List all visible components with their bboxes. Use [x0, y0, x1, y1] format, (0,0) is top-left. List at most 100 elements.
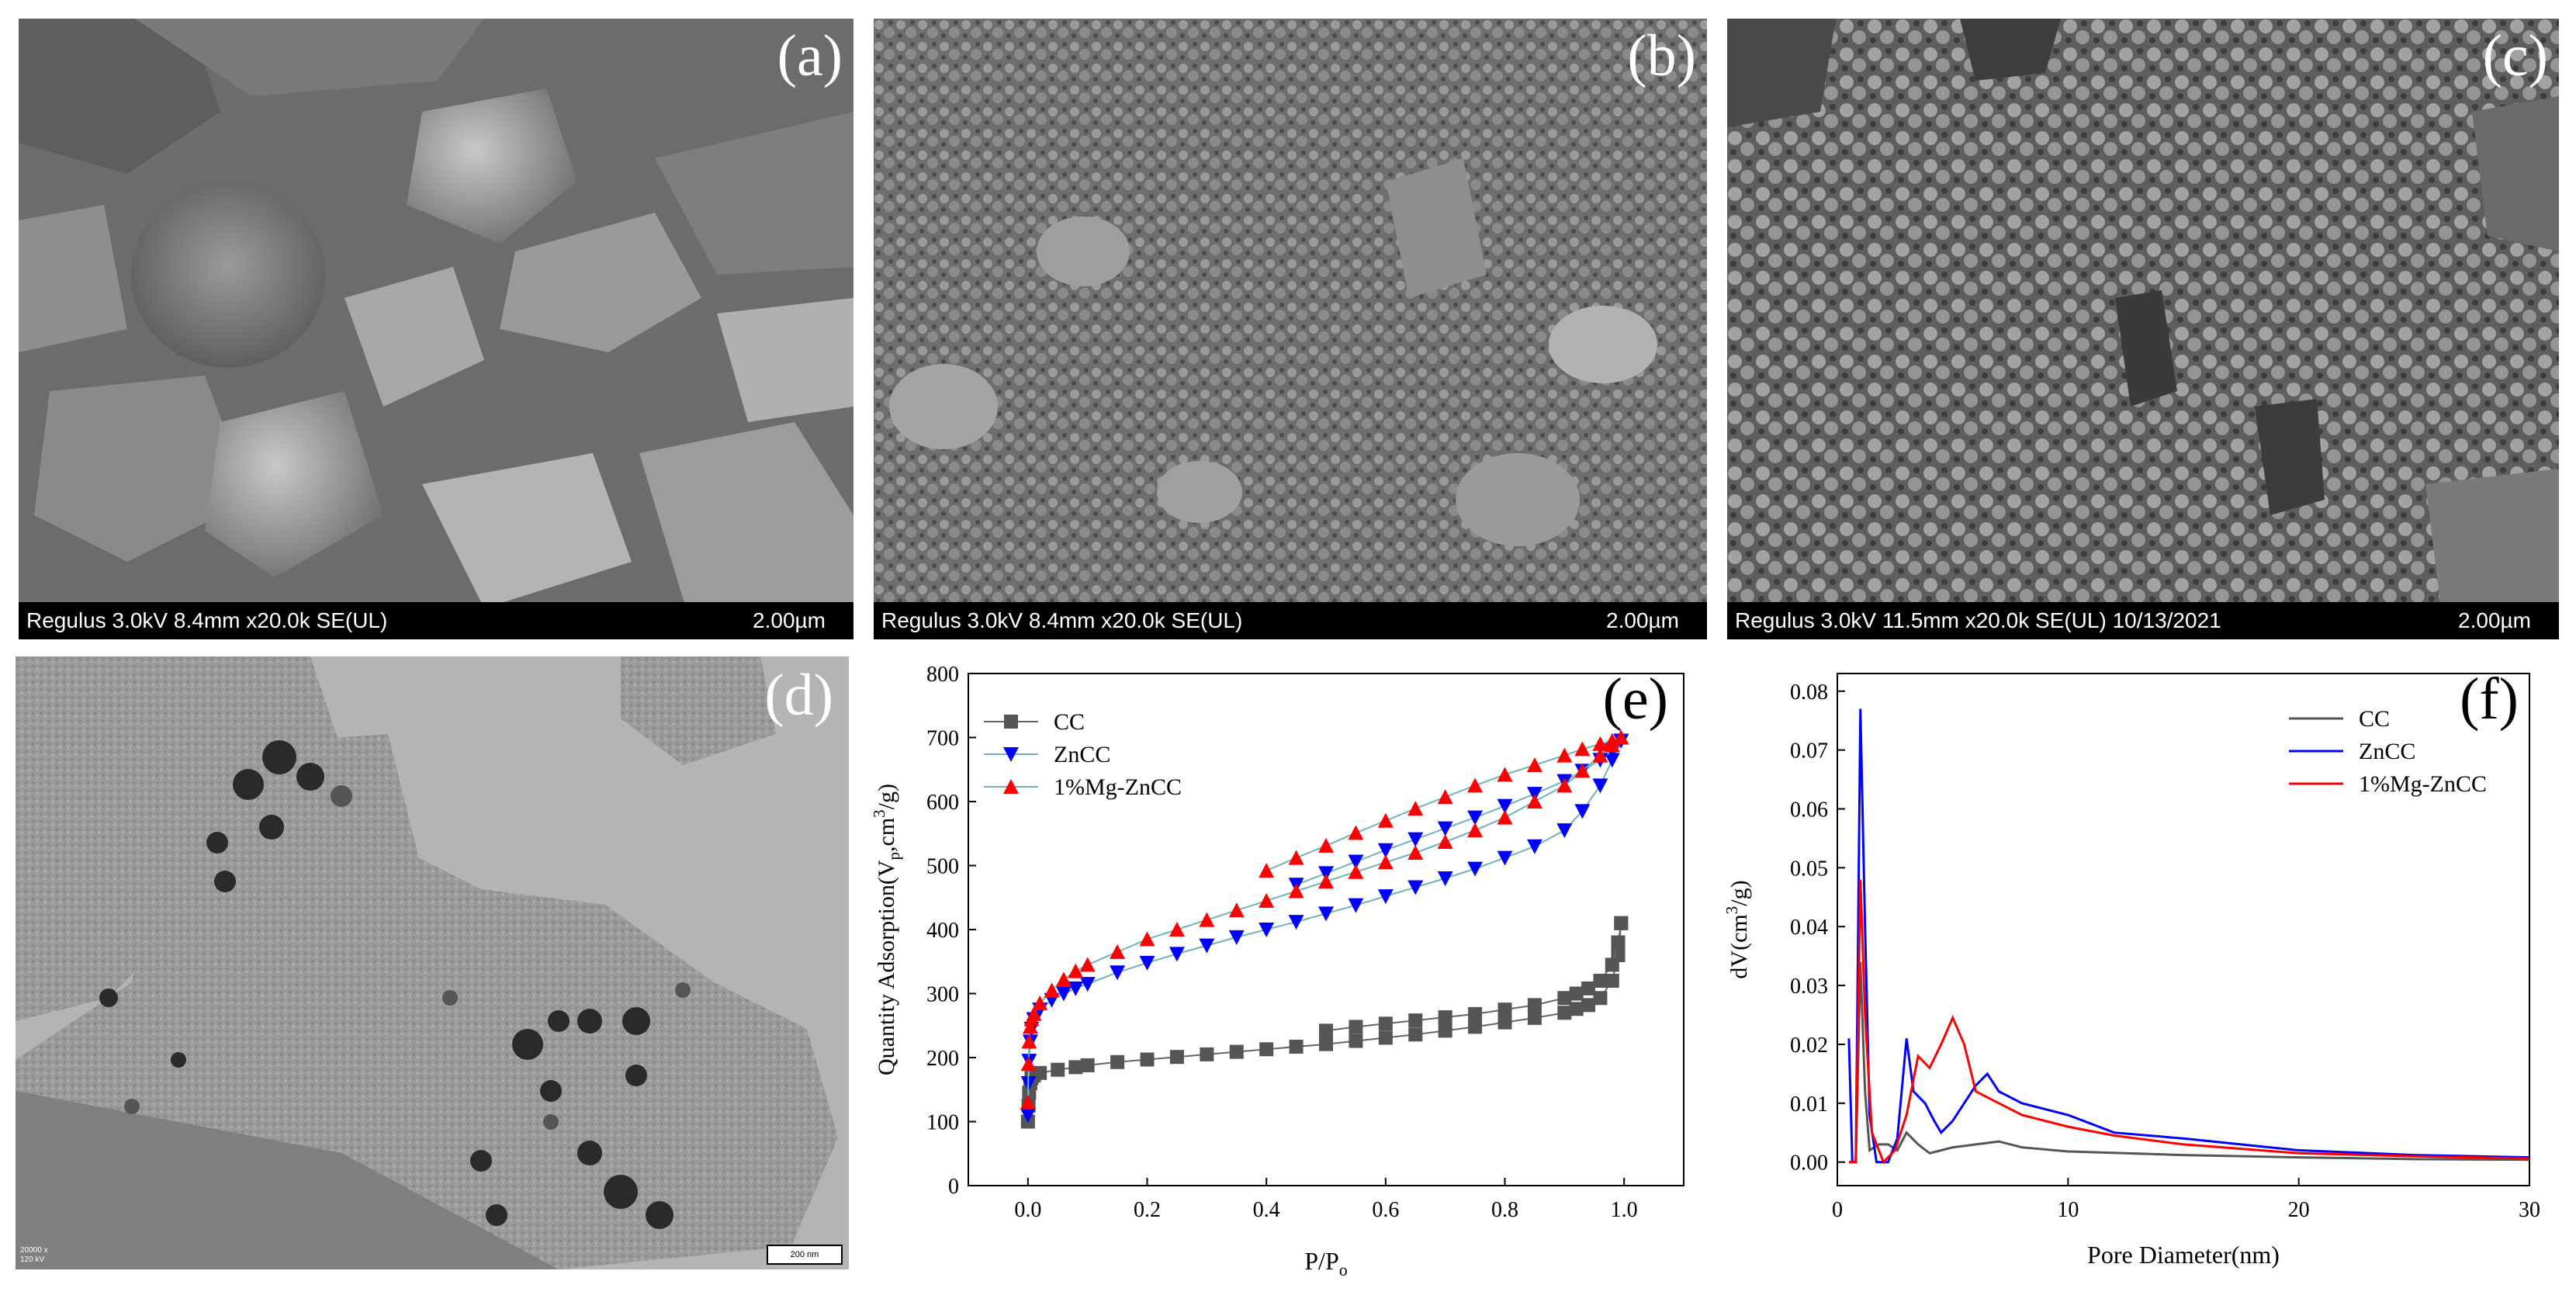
chart-f-ytick-label: 0.03: [1790, 975, 1828, 999]
chart-e-point-CC: [1557, 991, 1572, 1006]
chart-e-point-CC: [1289, 1039, 1304, 1054]
chart-e-point-CC: [1497, 1002, 1512, 1017]
chart-e-point-CC: [1408, 1027, 1423, 1042]
chart-e-point-ZnCC: [1055, 986, 1072, 1002]
chart-e-point-1%Mg-ZnCC: [1068, 963, 1084, 978]
chart-e-ytick-label: 500: [926, 855, 959, 879]
chart-e-xtick-label: 0.6: [1372, 1198, 1399, 1222]
chart-e-svg: 0 100 200 300 400 500 600 700 800 0.0 0.2 0.4 0.6 0.8…: [870, 663, 1684, 1279]
chart-e-ylabel-sub: p: [885, 852, 903, 860]
chart-e-point-ZnCC: [1407, 832, 1424, 847]
chart-e-point-ZnCC: [1377, 843, 1394, 858]
chart-e-point-CC: [1378, 1016, 1393, 1031]
chart-e-legend-marker-CC: [1004, 715, 1018, 729]
chart-e-point-CC: [1438, 1010, 1452, 1025]
chart-f-legend-label-ZnCC: ZnCC: [2359, 739, 2415, 764]
chart-e-point-1%Mg-ZnCC: [1079, 957, 1096, 972]
chart-e-point-CC: [1593, 991, 1608, 1006]
chart-e-legend-marker-1%Mg-ZnCC: [1003, 779, 1019, 794]
chart-e-ytick-label: 700: [926, 727, 959, 751]
chart-e-point-CC: [1527, 1010, 1542, 1025]
tem-scale-bar: 200 nm: [767, 1245, 843, 1265]
sem-texture-c: [1727, 19, 2559, 639]
chart-e-point-CC: [1200, 1047, 1214, 1061]
chart-e-point-1%Mg-ZnCC: [1497, 767, 1513, 782]
chart-e-point-ZnCC: [1467, 810, 1484, 826]
chart-e-point-1%Mg-ZnCC: [1228, 902, 1245, 918]
chart-e-point-ZnCC: [1199, 938, 1215, 954]
chart-e-point-CC: [1611, 935, 1626, 950]
chart-e-point-ZnCC: [1318, 906, 1334, 922]
sem-texture-b: [874, 19, 1707, 639]
sem-image-b: (b) Regulus 3.0kV 8.4mm x20.0k SE(UL) 2.…: [874, 19, 1707, 639]
chart-e-point-1%Mg-ZnCC: [1199, 912, 1215, 927]
chart-e-point-1%Mg-ZnCC: [1032, 995, 1048, 1010]
sem-scale-label-a: 2.00µm: [753, 608, 826, 632]
chart-e-xtick-label: 0.2: [1134, 1198, 1161, 1222]
panel-label-d: (d): [764, 663, 833, 728]
chart-f-pore-distribution: 0.00 0.01 0.02 0.03 0.04 0.05 0.06 0.07 0.08 0 10 2…: [1711, 652, 2576, 1298]
chart-e-legend-label-CC: CC: [1054, 709, 1085, 735]
chart-f-ytick-label: 0.02: [1790, 1034, 1828, 1058]
chart-e-point-1%Mg-ZnCC: [1437, 789, 1453, 805]
chart-e-point-1%Mg-ZnCC: [1497, 809, 1513, 825]
chart-e-series-line-ZnCC-desorption: [1296, 739, 1622, 886]
chart-e-legend-label-1%Mg-ZnCC: 1%Mg-ZnCC: [1054, 774, 1182, 800]
chart-e-point-ZnCC: [1497, 850, 1513, 866]
chart-e-point-CC: [1349, 1020, 1363, 1034]
chart-e-ylabel-rest: ,cm: [874, 818, 899, 852]
chart-e-point-1%Mg-ZnCC: [1556, 777, 1573, 793]
chart-f-series-line-CC: [1848, 961, 2530, 1164]
chart-e-point-1%Mg-ZnCC: [1526, 794, 1542, 809]
chart-e-xtick-label: 0.8: [1491, 1198, 1518, 1222]
chart-f-series-line-1%Mg-ZnCC: [1848, 879, 2530, 1165]
chart-e-point-1%Mg-ZnCC: [1377, 812, 1394, 828]
chart-e-point-ZnCC: [1348, 898, 1364, 913]
sem-info-text-b: Regulus 3.0kV 8.4mm x20.0k SE(UL): [881, 608, 1243, 632]
chart-f-ytick-label: 0.07: [1790, 739, 1828, 764]
chart-e-point-CC: [1468, 1006, 1483, 1021]
chart-e-point-ZnCC: [1574, 804, 1591, 819]
chart-e-ylabel: Quantity Adsorption(Vp,cm3/g): [870, 784, 903, 1075]
chart-e-point-1%Mg-ZnCC: [1348, 864, 1364, 879]
sem-info-text-a: Regulus 3.0kV 8.4mm x20.0k SE(UL): [26, 608, 388, 632]
panel-label-e: (e): [1603, 667, 1668, 732]
chart-f-ytick-label: 0.04: [1790, 916, 1828, 940]
chart-f-ylabel: dV(cm3/g): [1723, 880, 1752, 978]
tem-texture-d: [16, 656, 849, 1269]
chart-e-point-CC: [1581, 998, 1596, 1013]
chart-e-point-ZnCC: [1526, 839, 1542, 854]
chart-e-point-CC: [1614, 916, 1629, 930]
chart-f-ylabel-sup: 3: [1723, 906, 1741, 915]
chart-e-point-1%Mg-ZnCC: [1377, 854, 1394, 870]
chart-e-point-1%Mg-ZnCC: [1592, 736, 1608, 751]
chart-e-point-CC: [1319, 1023, 1333, 1038]
panel-label-a: (a): [777, 23, 843, 88]
sem-image-c: (c) Regulus 3.0kV 11.5mm x20.0k SE(UL) 1…: [1727, 19, 2559, 639]
chart-e-ytick-label: 0: [948, 1175, 959, 1199]
chart-f-frame: [1837, 673, 2530, 1186]
chart-e-point-1%Mg-ZnCC: [1407, 801, 1424, 816]
chart-e-point-CC: [1319, 1037, 1333, 1051]
chart-e-point-1%Mg-ZnCC: [1574, 741, 1591, 757]
chart-e-point-1%Mg-ZnCC: [1613, 729, 1629, 745]
chart-e-point-1%Mg-ZnCC: [1318, 837, 1334, 853]
chart-e-point-CC: [1438, 1023, 1452, 1038]
chart-e-point-CC: [1497, 1015, 1512, 1030]
chart-e-legend-marker-ZnCC: [1003, 747, 1019, 762]
chart-e-point-ZnCC: [1169, 947, 1185, 962]
chart-e-point-1%Mg-ZnCC: [1139, 931, 1155, 947]
chart-e-point-ZnCC: [1068, 981, 1084, 996]
chart-e-point-ZnCC: [1020, 1108, 1036, 1124]
chart-e-point-1%Mg-ZnCC: [1020, 1094, 1036, 1110]
chart-e-point-ZnCC: [1228, 930, 1245, 945]
chart-f-ylabel-end: /g): [1726, 880, 1752, 906]
chart-e-point-ZnCC: [1288, 915, 1304, 930]
chart-e-point-CC: [1110, 1054, 1125, 1069]
chart-e-point-ZnCC: [1437, 871, 1453, 886]
chart-e-point-CC: [1557, 1006, 1572, 1020]
chart-e-ytick-label: 200: [926, 1047, 959, 1071]
chart-f-xlabel: Pore Diameter(nm): [2087, 1241, 2280, 1269]
chart-e-xtick-label: 1.0: [1611, 1198, 1638, 1222]
chart-e-point-1%Mg-ZnCC: [1020, 1056, 1037, 1072]
